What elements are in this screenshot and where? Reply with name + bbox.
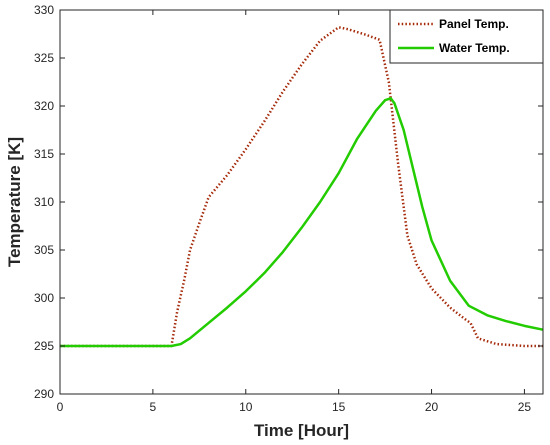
legend: Panel Temp. Water Temp. <box>389 9 544 64</box>
x-tick-label: 25 <box>518 400 532 414</box>
y-tick-label: 290 <box>34 387 54 401</box>
y-axis-label: Temperature [K] <box>5 137 24 267</box>
x-tick-label: 20 <box>425 400 439 414</box>
legend-label-panel: Panel Temp. <box>439 17 509 31</box>
y-tick-label: 310 <box>34 195 54 209</box>
series-layer <box>60 26 544 348</box>
y-tick-label: 305 <box>34 243 54 257</box>
y-tick-label: 295 <box>34 339 54 353</box>
x-tick-label: 10 <box>239 400 253 414</box>
legend-box <box>389 9 544 64</box>
legend-label-water: Water Temp. <box>439 41 510 55</box>
y-tick-label: 300 <box>34 291 54 305</box>
x-tick-label: 5 <box>150 400 157 414</box>
x-tick-label: 15 <box>332 400 346 414</box>
plot-area <box>60 10 543 394</box>
y-tick-label: 325 <box>34 51 54 65</box>
y-tick-label: 320 <box>34 99 54 113</box>
x-axis-label: Time [Hour] <box>254 421 349 440</box>
y-tick-label: 330 <box>34 3 54 17</box>
y-tick-label: 315 <box>34 147 54 161</box>
x-tick-label: 0 <box>57 400 64 414</box>
series-line-water-temp <box>60 97 544 348</box>
